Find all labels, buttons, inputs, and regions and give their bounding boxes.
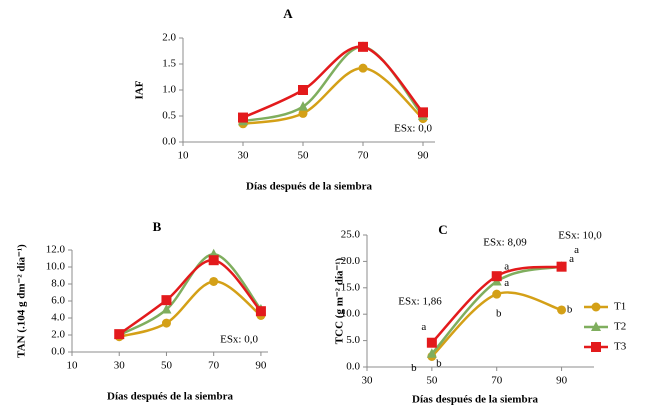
y-tick-label: 8.0: [51, 278, 65, 290]
annotation: ESx: 0,0: [220, 334, 258, 346]
significance-letter: a: [569, 253, 574, 265]
chart: A IAF Días después de la siembra 0.0 0.5 1.0 1…: [134, 6, 435, 193]
legend-label: T3: [614, 341, 627, 353]
y-axis-label: IAF: [134, 80, 146, 99]
y-axis-label: TAN (.104 g dm⁻² día⁻¹): [16, 244, 28, 358]
y-axis-label: TCC (g m⁻² día⁻¹): [334, 257, 346, 344]
significance-letter: a: [504, 277, 509, 289]
legend-label: T1: [614, 301, 626, 313]
x-tick-label: 70: [208, 360, 220, 372]
point: [209, 276, 219, 286]
y-tick-label: 2.0: [51, 329, 65, 341]
significance-letter: a: [574, 244, 579, 256]
y-tick-label: 25.0: [341, 229, 361, 241]
significance-letter: b: [496, 308, 502, 320]
x-axis-label: Días después de la siembra: [246, 181, 372, 193]
significance-letter: b: [436, 357, 442, 369]
point: [238, 112, 248, 123]
chart: C TCC (g m⁻² día⁻¹) Días después de la sie…: [334, 222, 627, 406]
significance-letter: b: [411, 362, 417, 374]
y-tick-label: 1.0: [162, 84, 176, 96]
point: [161, 295, 172, 306]
y-tick-label: 1.5: [162, 58, 176, 70]
legend-marker: [591, 302, 601, 312]
annotation: ESx: 0,0: [394, 123, 432, 135]
point: [426, 337, 437, 348]
point: [298, 85, 308, 95]
x-tick-label: 90: [255, 360, 267, 372]
series-line: [118, 258, 262, 336]
x-tick-label: 50: [298, 150, 310, 162]
x-tick-label: 70: [491, 375, 503, 387]
y-tick-label: 0.0: [346, 361, 360, 373]
annotation: ESx: 10,0: [558, 230, 602, 242]
x-tick-label: 50: [161, 360, 173, 372]
annotation: ESx: 8,09: [483, 237, 527, 249]
point: [358, 41, 368, 52]
point: [255, 306, 266, 317]
y-tick-label: 20.0: [341, 255, 361, 267]
y-tick-label: 10.0: [341, 308, 361, 320]
point: [358, 63, 368, 73]
point: [114, 329, 125, 340]
point: [491, 271, 502, 282]
series-line: [242, 66, 424, 126]
legend-marker: [591, 342, 601, 352]
x-axis-label: Días después de la siembra: [412, 394, 538, 406]
series-line: [118, 280, 262, 338]
y-tick-label: 5.0: [346, 334, 360, 346]
series-line: [242, 45, 424, 119]
y-tick-label: 4.0: [51, 312, 65, 324]
significance-letter: a: [421, 321, 426, 333]
y-tick-label: 0.5: [162, 110, 176, 122]
series-line: [242, 45, 424, 123]
y-tick-label: 12.0: [46, 244, 66, 256]
significance-letter: b: [567, 304, 573, 316]
x-tick-label: 10: [67, 360, 79, 372]
legend-marker: [591, 321, 601, 331]
y-tick-label: 0.0: [51, 346, 65, 358]
point: [556, 261, 567, 272]
series-line: [430, 291, 562, 358]
point: [161, 304, 172, 314]
x-tick-label: 10: [178, 150, 190, 162]
x-tick-label: 30: [238, 150, 250, 162]
y-tick-label: 2.0: [162, 32, 176, 44]
x-tick-label: 30: [362, 375, 374, 387]
point: [208, 255, 219, 266]
y-tick-label: 15.0: [341, 281, 361, 293]
annotation: ESx: 1,86: [398, 296, 442, 308]
y-tick-label: 6.0: [51, 295, 65, 307]
chart: B TAN (.104 g dm⁻² día⁻¹) Días después de …: [16, 219, 268, 403]
point: [492, 289, 502, 299]
point: [426, 348, 437, 358]
x-tick-label: 90: [418, 150, 430, 162]
x-tick-label: 90: [556, 375, 568, 387]
point: [418, 107, 428, 118]
point: [161, 318, 171, 328]
chart-title: C: [438, 222, 447, 237]
legend-label: T2: [614, 321, 626, 333]
x-tick-label: 30: [114, 360, 126, 372]
significance-letter: a: [504, 261, 509, 273]
point: [298, 101, 308, 111]
point: [557, 305, 567, 315]
x-axis-label: Días después de la siembra: [107, 391, 233, 403]
y-tick-label: 10.0: [46, 261, 66, 273]
x-tick-label: 70: [358, 150, 370, 162]
y-tick-label: 0.0: [162, 136, 176, 148]
chart-title: A: [283, 6, 293, 21]
chart-title: B: [153, 219, 162, 234]
point: [298, 108, 308, 118]
x-tick-label: 50: [426, 375, 438, 387]
